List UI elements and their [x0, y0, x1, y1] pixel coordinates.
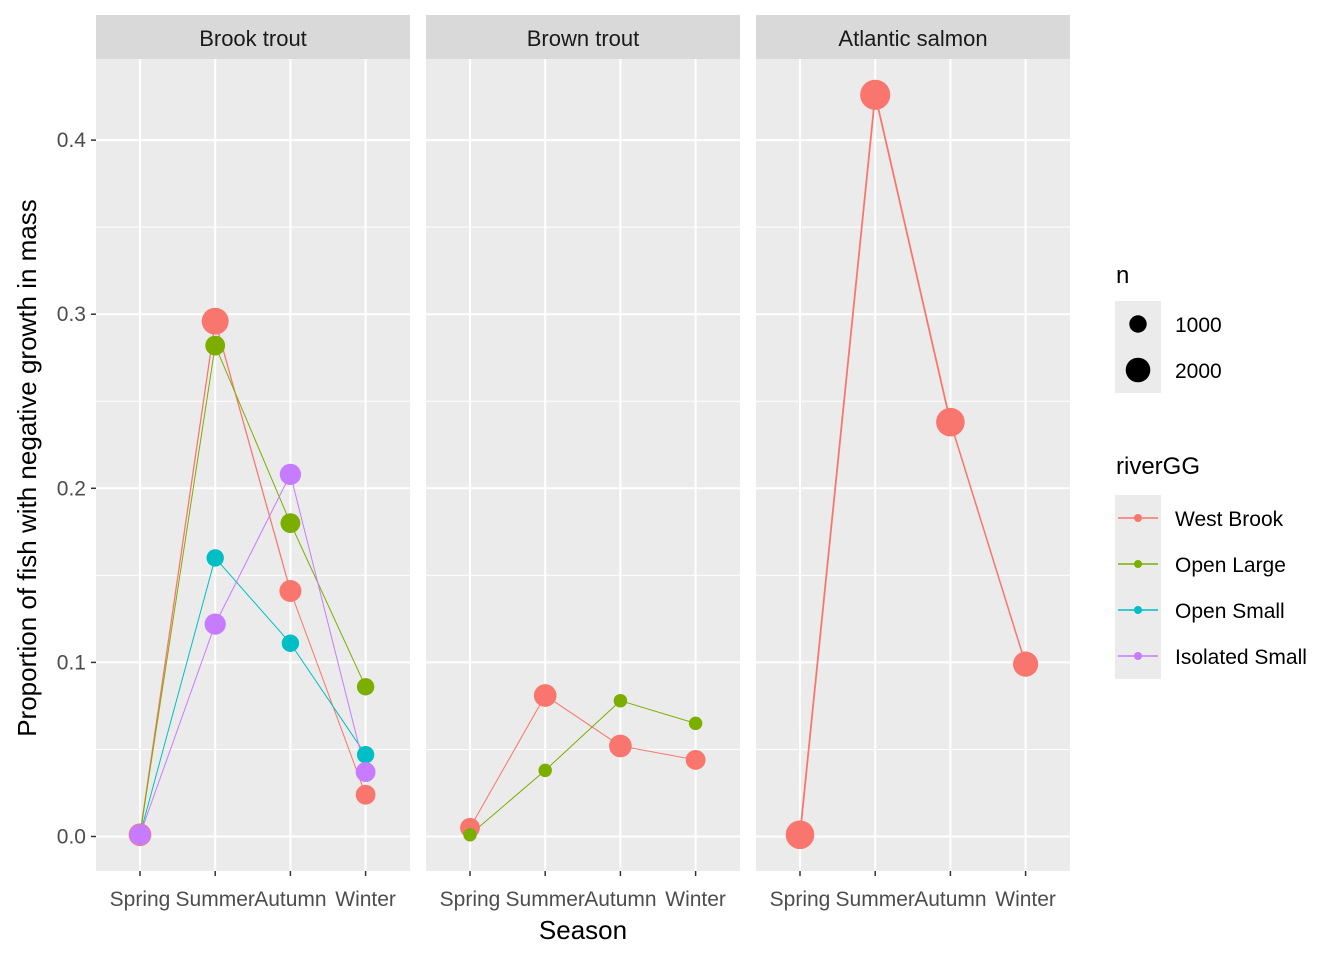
series-line-segment	[289, 590, 367, 795]
y-tick-label: 0.0	[57, 826, 86, 849]
data-point	[356, 745, 375, 764]
x-tick-label: Spring	[110, 888, 171, 911]
x-tick-label: Winter	[665, 888, 726, 911]
facet-strip-label: Atlantic salmon	[838, 26, 987, 51]
series-line-segment	[289, 522, 367, 687]
data-point	[613, 693, 628, 708]
series-line-segment	[214, 557, 291, 644]
x-tick-label: Autumn	[254, 888, 326, 911]
panel-background	[756, 59, 1070, 871]
data-point	[280, 513, 301, 534]
data-point	[688, 716, 703, 731]
facet-panel-2: Atlantic salmon Spring Summer Autumn Winter	[756, 15, 1070, 911]
facet-strip	[426, 15, 740, 59]
color-legend-dot	[1134, 560, 1142, 568]
x-tick-label: Spring	[770, 888, 831, 911]
facet-strip	[96, 15, 410, 59]
data-point	[206, 549, 224, 567]
color-legend-label: Isolated Small	[1175, 646, 1307, 669]
data-point	[685, 749, 706, 770]
data-point	[463, 828, 477, 842]
data-point	[860, 79, 891, 110]
series-line-segment	[214, 474, 291, 625]
data-point	[129, 824, 151, 846]
y-tick-label: 0.2	[57, 477, 86, 500]
series-line-segment	[949, 421, 1027, 665]
series-line-segment	[874, 94, 952, 423]
size-legend: n 1000 2000	[1115, 262, 1222, 393]
data-point	[204, 613, 226, 635]
series-line-segment	[469, 769, 546, 836]
data-point	[281, 634, 300, 652]
data-point	[936, 407, 965, 437]
x-axis-title: Season	[539, 915, 627, 945]
color-legend-dot	[1134, 652, 1142, 660]
y-axis: 0.0 0.1 0.2 0.3 0.4	[57, 129, 96, 849]
size-legend-label: 2000	[1175, 360, 1222, 383]
facet-strip-label: Brown trout	[527, 26, 640, 51]
x-tick-label: Summer	[176, 888, 255, 911]
x-tick-label: Summer	[836, 888, 915, 911]
y-axis-title: Proportion of fish with negative growth …	[12, 199, 42, 737]
series-line-segment	[799, 94, 877, 835]
color-legend-dot	[1134, 606, 1142, 614]
facet-panel-1: Brown trout Spring Summer Autumn Winter	[426, 15, 740, 911]
size-legend-dot	[1125, 357, 1151, 383]
data-point	[355, 762, 376, 783]
color-legend: riverGG West Brook Open Large Open Small Is…	[1115, 453, 1307, 679]
series-line-segment	[544, 700, 621, 771]
x-tick-label: Winter	[335, 888, 396, 911]
color-legend-label: West Brook	[1175, 508, 1284, 531]
series-line-segment	[139, 623, 216, 835]
series-line-segment	[214, 320, 292, 592]
facet-strip-label: Brook trout	[199, 26, 307, 51]
x-tick-label: Spring	[440, 888, 501, 911]
color-legend-label: Open Small	[1175, 600, 1285, 623]
size-legend-dot	[1129, 315, 1147, 333]
data-point	[279, 463, 302, 486]
data-point	[201, 307, 229, 335]
facet-strip	[756, 15, 1070, 59]
series-line-segment	[289, 474, 367, 773]
panel-background	[96, 59, 410, 871]
color-legend-title: riverGG	[1116, 453, 1200, 480]
data-point	[355, 784, 376, 805]
series-line-segment	[214, 345, 291, 524]
data-point	[279, 580, 302, 603]
y-tick-label: 0.4	[57, 129, 87, 152]
size-legend-title: n	[1116, 262, 1129, 289]
x-tick-label: Autumn	[914, 888, 986, 911]
x-tick-label: Winter	[995, 888, 1056, 911]
x-tick-label: Summer	[506, 888, 585, 911]
data-point	[538, 763, 552, 778]
facet-panel-0: Brook trout Spring Summer Autumn Winter	[96, 15, 410, 911]
size-legend-label: 1000	[1175, 314, 1222, 337]
series-line-segment	[289, 642, 367, 755]
y-tick-label: 0.3	[57, 303, 86, 326]
color-legend-dot	[1134, 514, 1142, 522]
data-point	[1013, 651, 1039, 677]
series-line-segment	[139, 345, 216, 835]
data-point	[609, 734, 632, 758]
color-legend-label: Open Large	[1175, 554, 1286, 577]
series-line-segment	[139, 557, 216, 835]
series-line-segment	[620, 745, 696, 761]
data-point	[785, 820, 815, 850]
series-line-segment	[469, 695, 546, 829]
series-line-segment	[544, 695, 621, 747]
data-point	[533, 684, 557, 707]
y-tick-label: 0.1	[57, 651, 86, 674]
x-tick-label: Autumn	[584, 888, 656, 911]
series-line-segment	[139, 321, 216, 835]
data-point	[356, 678, 375, 696]
series-line-segment	[620, 700, 696, 724]
data-point	[205, 335, 226, 356]
